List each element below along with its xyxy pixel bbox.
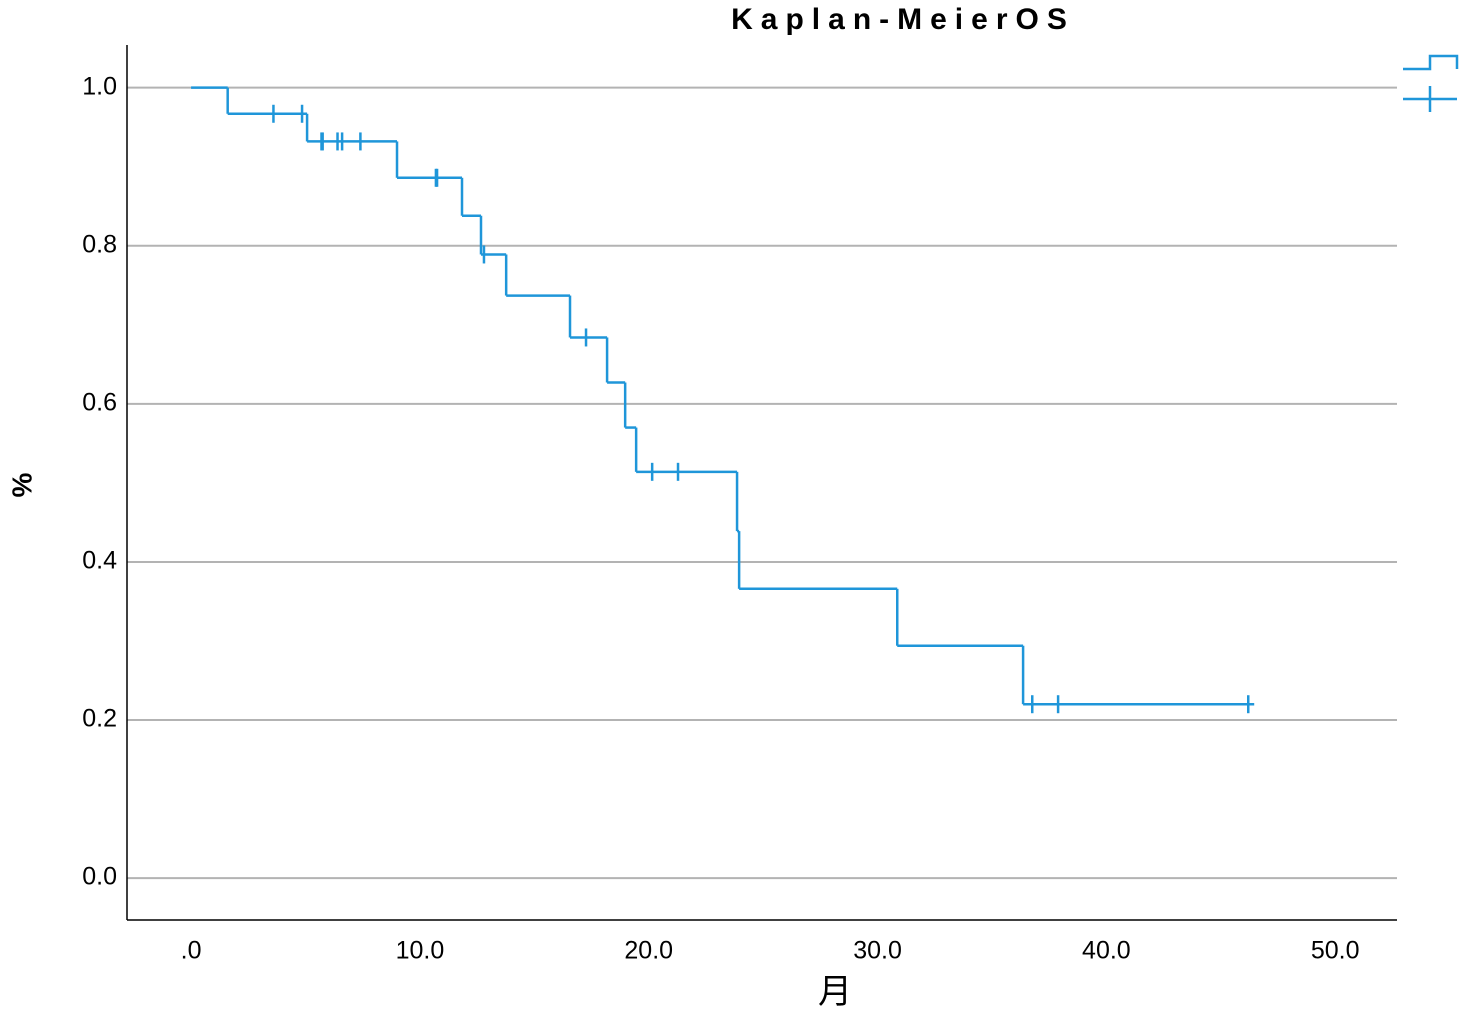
x-tick-label: 20.0 — [624, 937, 673, 965]
y-tick-label: 1.0 — [82, 72, 117, 100]
x-tick-label: 10.0 — [396, 937, 445, 965]
x-axis-label: 月 — [818, 972, 852, 1012]
y-tick-label: 0.4 — [82, 547, 117, 575]
y-tick-label: 0.6 — [82, 388, 117, 416]
x-tick-label: .0 — [181, 937, 202, 965]
legend-step-symbol — [1403, 54, 1459, 71]
x-tick-label: 50.0 — [1311, 937, 1360, 965]
legend — [1403, 54, 1459, 112]
y-axis-label: % — [6, 472, 37, 497]
y-tick-label: 0.8 — [82, 230, 117, 258]
chart-title: Kaplan-MeierOS — [731, 3, 1075, 36]
y-tick-label: 0.0 — [82, 863, 117, 891]
x-tick-label: 30.0 — [853, 937, 902, 965]
x-tick-label: 40.0 — [1082, 937, 1131, 965]
y-tick-label: 0.2 — [82, 705, 117, 733]
